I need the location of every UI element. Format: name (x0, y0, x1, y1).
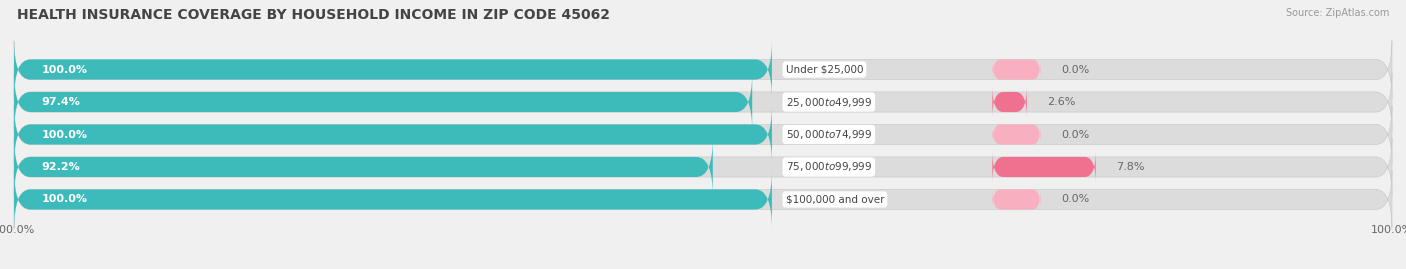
FancyBboxPatch shape (14, 171, 1392, 228)
FancyBboxPatch shape (14, 41, 772, 98)
Text: 0.0%: 0.0% (1062, 194, 1090, 204)
Text: 92.2%: 92.2% (42, 162, 80, 172)
Text: $50,000 to $74,999: $50,000 to $74,999 (786, 128, 872, 141)
Text: Under $25,000: Under $25,000 (786, 65, 863, 75)
FancyBboxPatch shape (993, 189, 1040, 210)
Text: HEALTH INSURANCE COVERAGE BY HOUSEHOLD INCOME IN ZIP CODE 45062: HEALTH INSURANCE COVERAGE BY HOUSEHOLD I… (17, 8, 610, 22)
FancyBboxPatch shape (14, 171, 772, 228)
Text: 0.0%: 0.0% (1062, 65, 1090, 75)
Text: 0.0%: 0.0% (1062, 129, 1090, 140)
FancyBboxPatch shape (993, 125, 1040, 144)
FancyBboxPatch shape (14, 73, 752, 131)
FancyBboxPatch shape (993, 151, 1095, 183)
Text: 97.4%: 97.4% (42, 97, 80, 107)
FancyBboxPatch shape (993, 59, 1040, 80)
Text: 7.8%: 7.8% (1116, 162, 1144, 172)
Text: 100.0%: 100.0% (42, 129, 87, 140)
Text: $75,000 to $99,999: $75,000 to $99,999 (786, 161, 872, 174)
FancyBboxPatch shape (14, 106, 1392, 163)
FancyBboxPatch shape (14, 106, 772, 163)
FancyBboxPatch shape (993, 86, 1026, 118)
Text: 100.0%: 100.0% (42, 65, 87, 75)
FancyBboxPatch shape (14, 41, 1392, 98)
Text: 2.6%: 2.6% (1047, 97, 1076, 107)
Text: $25,000 to $49,999: $25,000 to $49,999 (786, 95, 872, 108)
FancyBboxPatch shape (14, 138, 1392, 196)
FancyBboxPatch shape (14, 138, 713, 196)
Text: $100,000 and over: $100,000 and over (786, 194, 884, 204)
Text: Source: ZipAtlas.com: Source: ZipAtlas.com (1285, 8, 1389, 18)
FancyBboxPatch shape (14, 73, 1392, 131)
Text: 100.0%: 100.0% (42, 194, 87, 204)
